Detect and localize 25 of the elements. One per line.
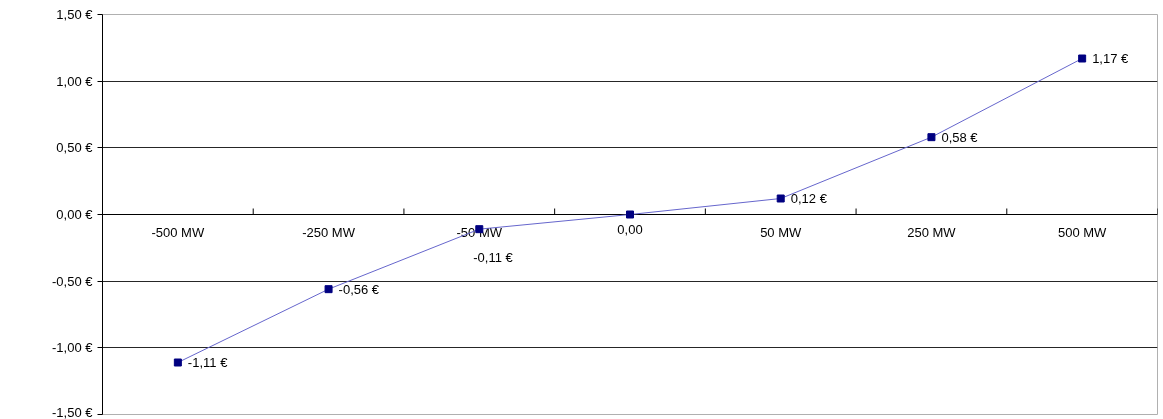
point <box>1078 54 1087 63</box>
data-label: 1,17 € <box>1092 51 1130 66</box>
point <box>324 285 333 294</box>
x-tick-label: 250 MW <box>907 224 957 240</box>
point <box>173 358 182 367</box>
y-tick-label: 1,50 € <box>56 7 94 22</box>
point <box>927 133 936 142</box>
x-tick-label: 0,00 <box>617 221 643 237</box>
x-tick-label: 500 MW <box>1057 224 1108 240</box>
data-label: 0,12 € <box>790 191 828 206</box>
y-tick-label: 0,50 € <box>56 140 94 156</box>
y-tick-label: 1,00 € <box>56 73 94 89</box>
y-tick-label: -1,50 € <box>52 404 94 419</box>
x-tick-label: 50 MW <box>760 224 803 240</box>
y-tick-label: 0,00 € <box>56 207 94 222</box>
point <box>776 194 785 203</box>
data-label: -0,56 € <box>338 281 380 297</box>
y-tick-label: -1,00 € <box>52 340 94 356</box>
data-label: -1,11 € <box>187 355 229 370</box>
y-tick-label: -0,50 € <box>52 273 94 289</box>
data-label: 0,58 € <box>941 129 979 145</box>
x-tick-label: -250 MW <box>302 224 356 240</box>
data-label: -0,11 € <box>473 249 514 265</box>
point <box>626 210 634 219</box>
x-tick-label: -500 MW <box>151 224 205 240</box>
